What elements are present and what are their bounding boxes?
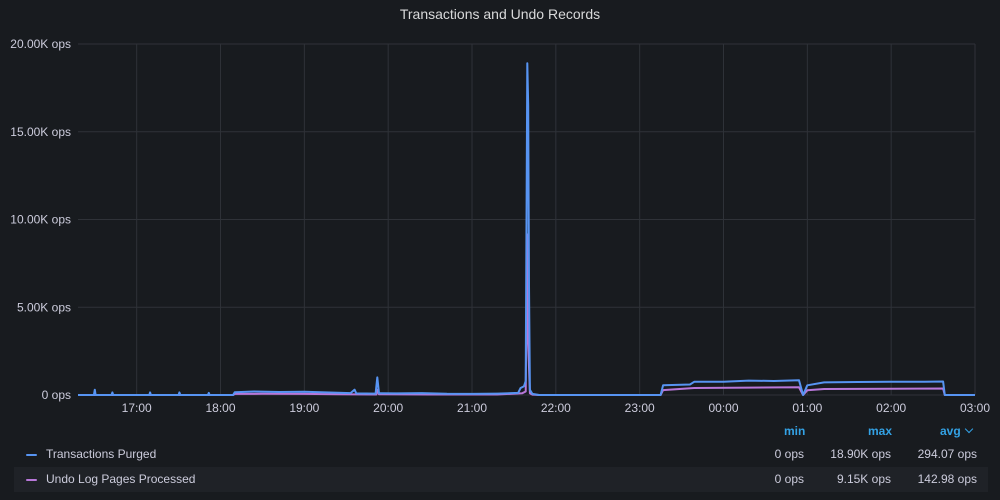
y-axis-labels: 0 ops 5.00K ops 10.00K ops 15.00K ops 20.00K… bbox=[10, 37, 71, 402]
x-tick-label: 02:00 bbox=[876, 401, 906, 415]
legend-min-value: 0 ops bbox=[774, 472, 804, 486]
x-tick-label: 21:00 bbox=[457, 401, 487, 415]
legend-min-value: 0 ops bbox=[774, 447, 804, 461]
legend-avg-value: 294.07 ops bbox=[917, 447, 977, 461]
legend-col-avg-label: avg bbox=[940, 424, 961, 438]
legend-series-name[interactable]: Transactions Purged bbox=[46, 447, 157, 461]
x-tick-label: 17:00 bbox=[122, 401, 152, 415]
legend-row-undo-log-pages[interactable]: Undo Log Pages Processed 0 ops 9.15K ops… bbox=[14, 467, 988, 492]
legend-col-min[interactable]: min bbox=[784, 424, 806, 438]
series-lines bbox=[78, 62, 975, 396]
x-tick-label: 22:00 bbox=[541, 401, 571, 415]
legend-col-max[interactable]: max bbox=[868, 424, 893, 438]
legend-max-value: 18.90K ops bbox=[830, 447, 891, 461]
y-tick-label: 5.00K ops bbox=[17, 300, 71, 314]
panel-title[interactable]: Transactions and Undo Records bbox=[399, 6, 601, 22]
x-tick-label: 03:00 bbox=[960, 401, 990, 415]
legend-header: min max avg bbox=[14, 420, 988, 442]
series-color-swatch bbox=[26, 454, 37, 456]
y-tick-label: 0 ops bbox=[42, 388, 71, 402]
legend-series-name[interactable]: Undo Log Pages Processed bbox=[46, 472, 196, 486]
series-color-swatch bbox=[26, 479, 37, 481]
series-line-transactions-purged bbox=[78, 62, 975, 396]
x-tick-label: 20:00 bbox=[373, 401, 403, 415]
y-tick-label: 10.00K ops bbox=[10, 213, 71, 227]
x-tick-label: 18:00 bbox=[205, 401, 235, 415]
y-tick-label: 20.00K ops bbox=[10, 37, 71, 51]
x-tick-label: 23:00 bbox=[625, 401, 655, 415]
chevron-down-icon bbox=[964, 424, 973, 434]
x-axis-labels: 17:00 18:00 19:00 20:00 21:00 22:00 23:00 00:00… bbox=[122, 401, 991, 415]
x-tick-label: 01:00 bbox=[792, 401, 822, 415]
legend-col-avg[interactable]: avg bbox=[940, 424, 973, 438]
y-tick-label: 15.00K ops bbox=[10, 125, 71, 139]
legend-table: min max avg Transactions Purged 0 ops 18… bbox=[14, 420, 988, 492]
legend-row-transactions-purged[interactable]: Transactions Purged 0 ops 18.90K ops 294… bbox=[14, 442, 988, 467]
legend-max-value: 9.15K ops bbox=[836, 472, 891, 486]
x-tick-label: 19:00 bbox=[289, 401, 319, 415]
x-tick-label: 00:00 bbox=[708, 401, 738, 415]
legend-avg-value: 142.98 ops bbox=[917, 472, 977, 486]
plot-area[interactable]: 0 ops 5.00K ops 10.00K ops 15.00K ops 20.00K… bbox=[0, 0, 1000, 420]
